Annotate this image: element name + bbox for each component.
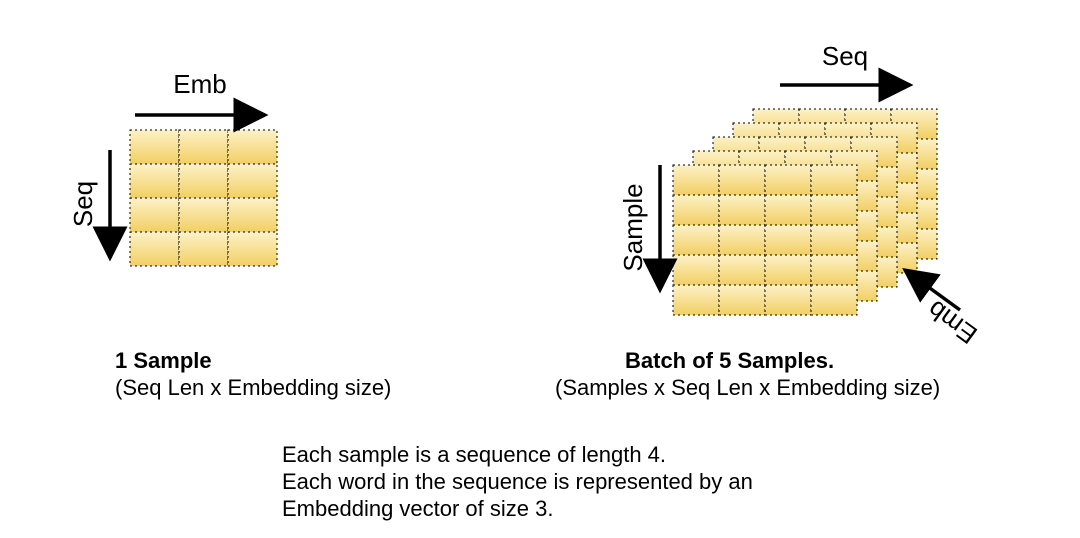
grid-cell [765,195,811,225]
grid-cell [811,165,857,195]
grid-cell [130,198,179,232]
grid-cell [765,225,811,255]
grid-cell [130,232,179,266]
grid-cell [719,255,765,285]
grid-cell [811,195,857,225]
grid-cell [719,285,765,315]
grid-cell [130,164,179,198]
grid-cell [228,232,277,266]
diagram-canvas: Emb Seq 1 Sample(Seq Len x Embedding size)… [0,0,1080,538]
right-caption-sub: (Samples x Seq Len x Embedding size) [555,375,940,400]
grid-cell [811,225,857,255]
grid-cell [179,198,228,232]
grid-cell [673,195,719,225]
grid-cell [811,285,857,315]
grid-cell [673,225,719,255]
grid-cell [179,130,228,164]
grid-cell [228,198,277,232]
left-caption-title: 1 Sample [115,348,212,373]
right-seq-label: Seq [822,41,868,71]
grid-cell [179,164,228,198]
grid-cell [719,165,765,195]
grid-cell [673,255,719,285]
grid-cell [765,285,811,315]
footer-line-1: Each word in the sequence is represented… [282,469,753,494]
grid-cell [179,232,228,266]
grid-cell [673,165,719,195]
grid-cell [765,255,811,285]
grid-cell [765,165,811,195]
left-seq-label: Seq [68,181,98,227]
grid-cell [719,195,765,225]
grid-cell [673,285,719,315]
right-sample-label: Sample [618,183,648,271]
right-caption-title: Batch of 5 Samples. [625,348,834,373]
footer-line-0: Each sample is a sequence of length 4. [282,442,666,467]
footer-line-2: Embedding vector of size 3. [282,496,553,521]
grid-cell [228,164,277,198]
grid-cell [811,255,857,285]
left-emb-label: Emb [173,69,226,99]
grid-cell [719,225,765,255]
grid-cell [228,130,277,164]
left-caption-sub: (Seq Len x Embedding size) [115,375,391,400]
grid-cell [130,130,179,164]
